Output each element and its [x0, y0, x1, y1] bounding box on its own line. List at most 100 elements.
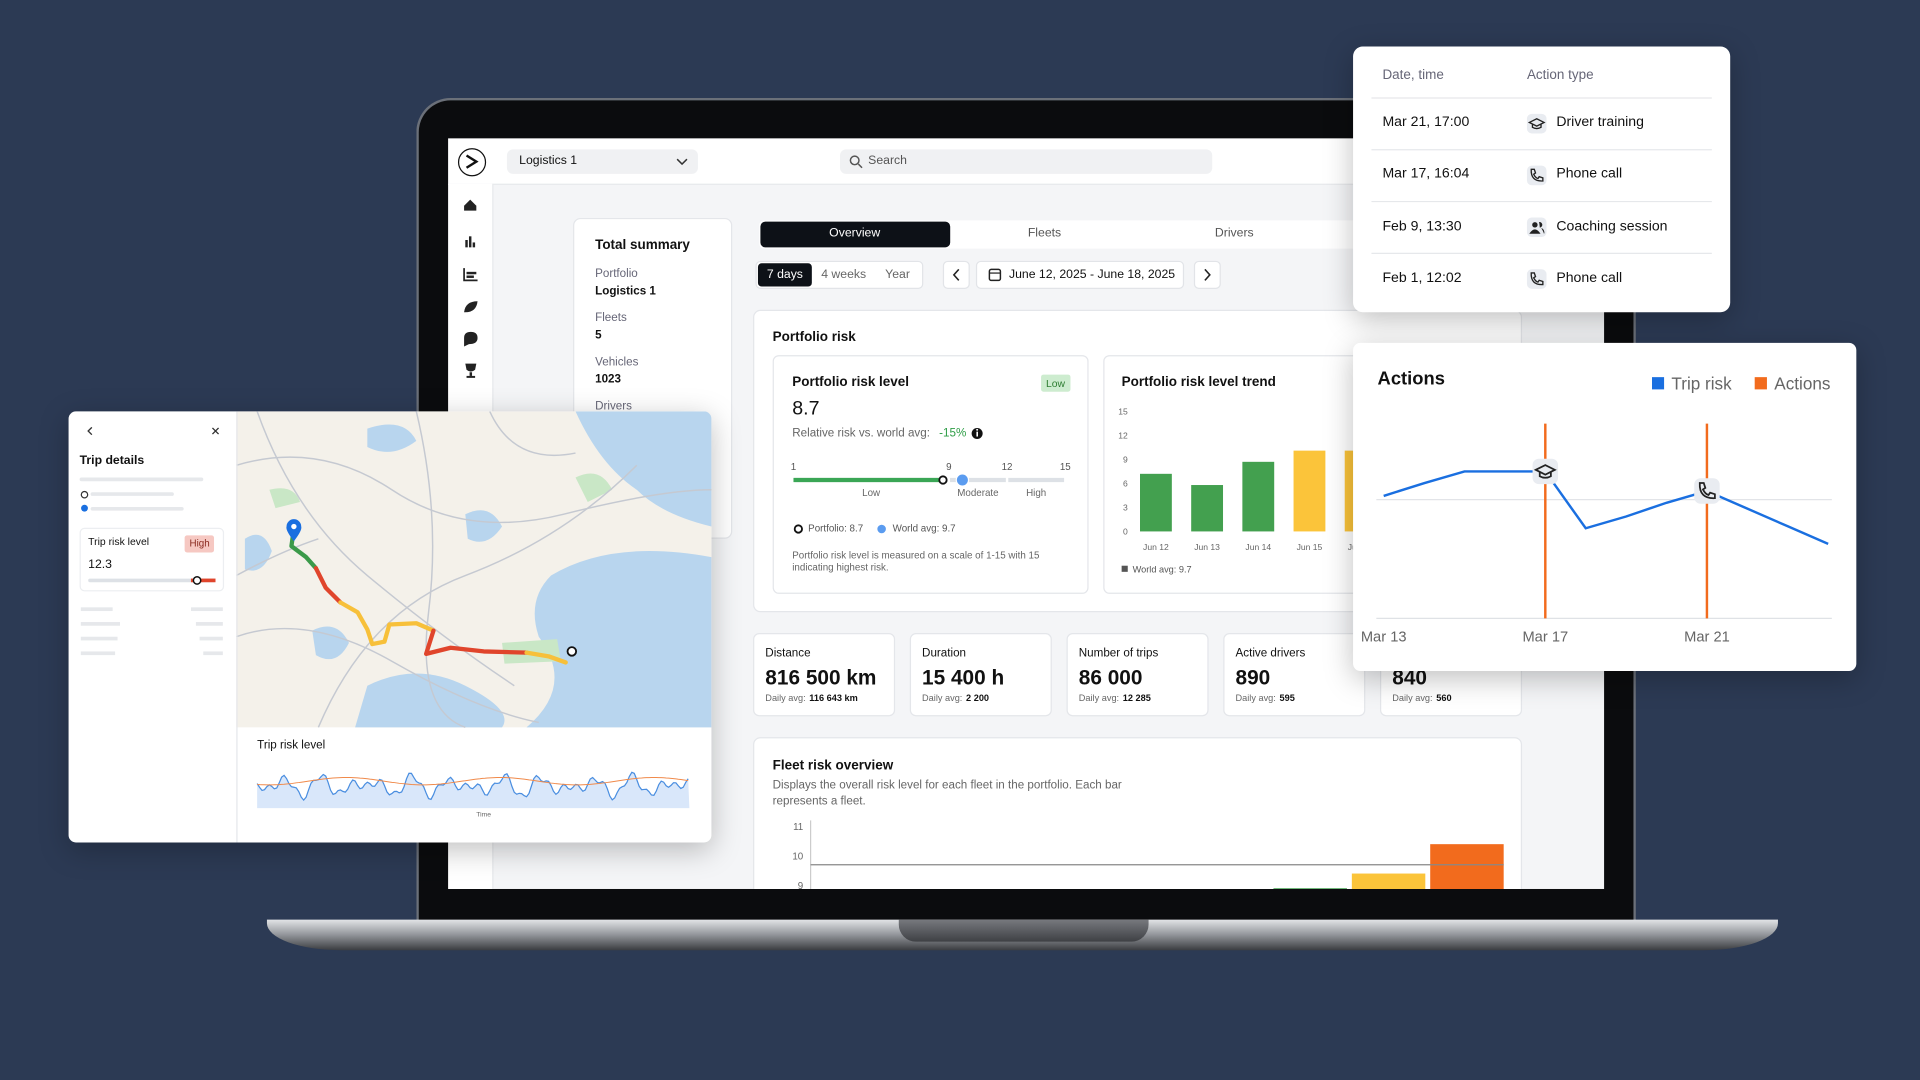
- table-cell: Phone call: [1556, 270, 1623, 286]
- y-tick-label: 9: [1123, 454, 1128, 464]
- actions-chart-card: [1353, 342, 1857, 672]
- action-icon: [1526, 269, 1547, 289]
- x-tick-label: Jun 15: [1297, 542, 1323, 552]
- legend-swatch: [1121, 565, 1128, 572]
- search-placeholder: Search: [868, 154, 907, 168]
- stat-sub-value: 2 200: [966, 692, 990, 704]
- prev-button[interactable]: [942, 260, 970, 289]
- scale-tick-label: 9: [946, 462, 951, 473]
- trip-wave: [256, 771, 689, 802]
- period-option[interactable]: Year: [885, 267, 910, 282]
- x-tick-label: Jun 12: [1143, 542, 1169, 552]
- card-title: Portfolio risk level trend: [1121, 375, 1276, 390]
- stat-sub: Daily avg: 12 285: [1079, 692, 1151, 703]
- y-tick-label: 11: [793, 822, 803, 833]
- card-title: Fleet risk overview: [772, 758, 894, 774]
- legend-text: World avg: 9.7: [1133, 564, 1192, 574]
- next-button[interactable]: [1193, 260, 1221, 289]
- icon-bg: [1526, 217, 1547, 238]
- action-icon: [1694, 478, 1720, 504]
- table-cell: Driver training: [1556, 115, 1644, 130]
- bar: [1351, 873, 1426, 889]
- y-tick-label: 3: [1123, 502, 1128, 512]
- bar: [1430, 844, 1504, 889]
- y-tick-label: 6: [1123, 478, 1128, 488]
- portfolio-marker: [938, 475, 948, 485]
- trip-controls[interactable]: [69, 411, 712, 842]
- workspace-select[interactable]: [506, 149, 698, 174]
- stat-sub-value: 595: [1279, 692, 1295, 704]
- stat-label: Number of trips: [1078, 646, 1159, 661]
- logo[interactable]: [457, 148, 487, 177]
- action-icon: [1526, 165, 1547, 186]
- stat-sub-label: Daily avg:: [1235, 692, 1276, 704]
- summary-value: 5: [595, 328, 602, 343]
- stat-sub: Daily avg: 116 643 km: [765, 692, 858, 703]
- stat-label: Duration: [922, 646, 967, 661]
- action-icon: [1532, 458, 1559, 485]
- stat-card: [1066, 633, 1209, 717]
- action-icon: [1526, 217, 1547, 238]
- card-description: Displays the overall risk level for each…: [772, 778, 1122, 809]
- search-box[interactable]: [840, 149, 1213, 174]
- stat-card: [753, 633, 896, 717]
- x-tick-label: Mar 21: [1684, 630, 1730, 646]
- stat-sub-value: 12 285: [1122, 692, 1151, 704]
- icon-bg: [1526, 113, 1547, 134]
- icon-glyph: [1530, 272, 1544, 286]
- stat-sub-label: Daily avg:: [922, 692, 963, 704]
- bar: [1191, 485, 1224, 532]
- date-range: June 12, 2025 - June 18, 2025: [1008, 267, 1176, 282]
- stat-card: [909, 633, 1052, 717]
- table-cell: Feb 1, 12:02: [1382, 270, 1462, 286]
- world-avg-marker: [955, 473, 970, 487]
- stat-value: 86 000: [1078, 665, 1143, 690]
- stat-card: [1223, 633, 1366, 717]
- table-cell: Mar 21, 17:00: [1382, 115, 1470, 130]
- summary-value: 1023: [595, 372, 621, 387]
- stat-sub-label: Daily avg:: [765, 692, 806, 704]
- stat-sub: Daily avg: 560: [1392, 692, 1451, 703]
- column-header: Date, time: [1382, 67, 1444, 83]
- trip-risk-value: 12.3: [88, 558, 113, 572]
- legend-text: World avg: 9.7: [892, 523, 956, 535]
- column-header: Action type: [1526, 67, 1594, 83]
- stat-label: Distance: [765, 646, 811, 661]
- tab[interactable]: Overview: [829, 226, 881, 240]
- period-option[interactable]: 7 days: [766, 267, 803, 282]
- trip-wave-area: [257, 772, 690, 809]
- summary-label: Fleets: [595, 311, 627, 325]
- scale-band-label: High: [1026, 488, 1046, 499]
- stat-sub-label: Daily avg:: [1392, 692, 1433, 704]
- sidebar-icons[interactable]: [448, 138, 1604, 889]
- icon-bg: [1532, 458, 1559, 485]
- section-title: Portfolio risk: [772, 329, 856, 345]
- stat-sub: Daily avg: 2 200: [922, 692, 989, 703]
- y-tick-label: 15: [1118, 406, 1128, 416]
- date-picker[interactable]: [975, 260, 1185, 289]
- tab[interactable]: Drivers: [1214, 226, 1254, 240]
- risk-value: 8.7: [792, 398, 820, 420]
- tab[interactable]: Fleets: [1027, 226, 1062, 240]
- search-icon: [849, 155, 863, 169]
- table-cell: Coaching session: [1556, 218, 1668, 234]
- period-option[interactable]: 4 weeks: [821, 267, 867, 282]
- bar: [1242, 461, 1275, 532]
- info-icon: [971, 427, 983, 439]
- trip-layer: Trip details Trip risk level High 12.3 T…: [69, 411, 712, 843]
- scale-tick-label: 12: [1002, 462, 1013, 473]
- icon-bg: [1526, 165, 1547, 186]
- trip-risk-label: Trip risk level: [88, 534, 150, 548]
- active-tab: [760, 221, 951, 248]
- icon-glyph: [1698, 482, 1716, 500]
- trip-track: [88, 578, 216, 583]
- legend-text: Portfolio: 8.7: [808, 523, 864, 535]
- stat-value: 15 400 h: [922, 665, 1005, 690]
- icon-bg: [1694, 478, 1720, 504]
- active-period: [757, 263, 812, 287]
- pane-divider: [236, 411, 238, 843]
- table-cell: Mar 17, 16:04: [1382, 167, 1470, 182]
